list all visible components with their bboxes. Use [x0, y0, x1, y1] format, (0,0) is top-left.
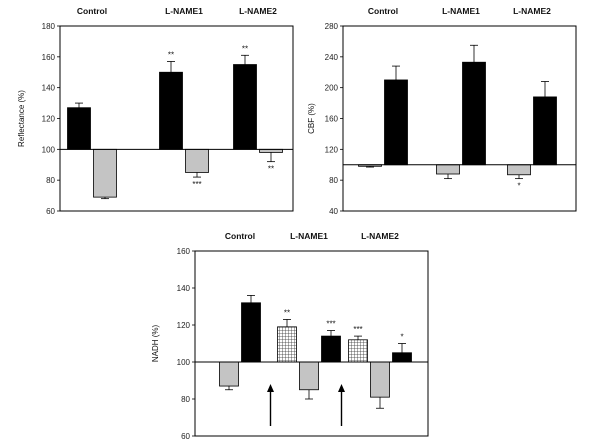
bar — [348, 339, 368, 363]
arrow-head-icon — [338, 384, 345, 392]
significance-label: *** — [192, 180, 201, 189]
plot-frame — [194, 250, 429, 437]
bar — [159, 71, 183, 150]
bar — [507, 164, 531, 176]
arrow-head-icon — [267, 384, 274, 392]
bar — [185, 148, 209, 173]
reflectance-chart: 60 80 100 120 140 160 180 Reflectance (%) Contro… — [17, 6, 294, 216]
bar — [299, 361, 319, 391]
y-axis-label: NADH (%) — [151, 325, 160, 363]
bar — [219, 361, 239, 387]
group-label: L-NAME2 — [239, 6, 277, 16]
cbf-chart: 40 80 120 160 200 240 280 CBF (%) Control L-NAME1… — [307, 6, 577, 216]
y-tick-label: 140 — [42, 84, 56, 93]
y-tick-label: 100 — [177, 358, 191, 367]
bar — [241, 302, 261, 363]
y-tick-label: 60 — [181, 432, 190, 441]
group-label: Control — [368, 6, 398, 16]
group-label: Control — [77, 6, 107, 16]
y-tick-label: 100 — [42, 145, 56, 154]
significance-label: *** — [326, 320, 335, 329]
y-tick-label: 60 — [46, 207, 55, 216]
y-tick-label: 280 — [325, 22, 339, 31]
y-axis-label: Reflectance (%) — [17, 90, 26, 147]
y-tick-label: 80 — [46, 176, 55, 185]
significance-label: * — [400, 333, 403, 342]
bar — [392, 352, 412, 363]
significance-label: ** — [268, 165, 274, 174]
significance-label: ** — [284, 308, 290, 317]
group-label: Control — [225, 231, 255, 241]
y-tick-label: 120 — [42, 115, 56, 124]
bar — [277, 326, 297, 363]
bar — [233, 64, 257, 150]
y-tick-label: 80 — [181, 395, 190, 404]
bar — [533, 96, 557, 166]
y-tick-label: 120 — [325, 145, 339, 154]
y-tick-label: 180 — [42, 22, 56, 31]
bar — [370, 361, 390, 398]
y-tick-label: 240 — [325, 53, 339, 62]
significance-label: * — [517, 182, 520, 191]
bar — [384, 79, 408, 166]
significance-label: *** — [353, 325, 362, 334]
bar — [321, 335, 341, 363]
bar — [67, 107, 91, 150]
y-tick-label: 80 — [329, 176, 338, 185]
y-axis-label: CBF (%) — [307, 103, 316, 134]
y-tick-label: 40 — [329, 207, 338, 216]
group-label: L-NAME1 — [290, 231, 328, 241]
y-tick-label: 160 — [325, 115, 339, 124]
group-label: L-NAME1 — [442, 6, 480, 16]
bar — [462, 61, 486, 166]
group-label: L-NAME1 — [165, 6, 203, 16]
group-label: L-NAME2 — [361, 231, 399, 241]
significance-label: ** — [168, 50, 174, 59]
y-tick-label: 160 — [42, 53, 56, 62]
bar — [436, 164, 460, 175]
significance-label: ** — [242, 44, 248, 53]
group-label: L-NAME2 — [513, 6, 551, 16]
bar — [93, 148, 117, 198]
y-tick-label: 140 — [177, 284, 191, 293]
nadh-chart: 60 80 100 120 140 160 NADH (%) Control L-NAME1 L-… — [151, 231, 429, 441]
y-tick-label: 160 — [177, 247, 191, 256]
y-tick-label: 120 — [177, 321, 191, 330]
y-tick-label: 200 — [325, 84, 339, 93]
